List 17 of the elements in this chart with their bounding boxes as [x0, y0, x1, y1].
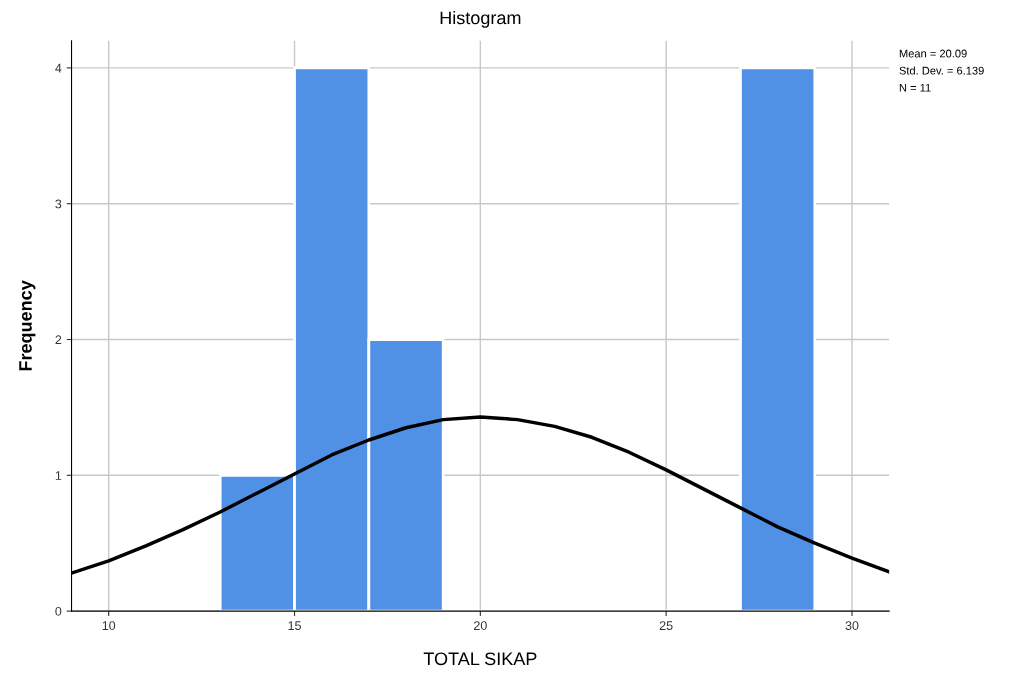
text: Std. Dev. = 6.139: [899, 66, 984, 75]
y-axis-title: Frequency: [19, 280, 36, 371]
x-axis-title: TOTAL SIKAP: [423, 652, 537, 666]
y-tick-label: 3: [55, 199, 62, 209]
chart-title: Histogram: [440, 10, 521, 28]
x-tick-label: 30: [845, 621, 859, 630]
y-tick-label: 4: [55, 63, 62, 73]
x-tick-label: 10: [102, 621, 116, 630]
x-tick-label: 25: [659, 621, 673, 630]
y-tick-label: 0: [55, 606, 62, 616]
x-tick-label: 15: [288, 621, 301, 630]
y-tick-label: 1: [55, 471, 62, 480]
line-series: [71, 415, 890, 575]
x-tick-label: 20: [474, 621, 487, 630]
y-tick-label: 2: [55, 335, 62, 345]
text: N = 11: [899, 83, 931, 92]
text: Mean = 20.09: [899, 49, 967, 58]
